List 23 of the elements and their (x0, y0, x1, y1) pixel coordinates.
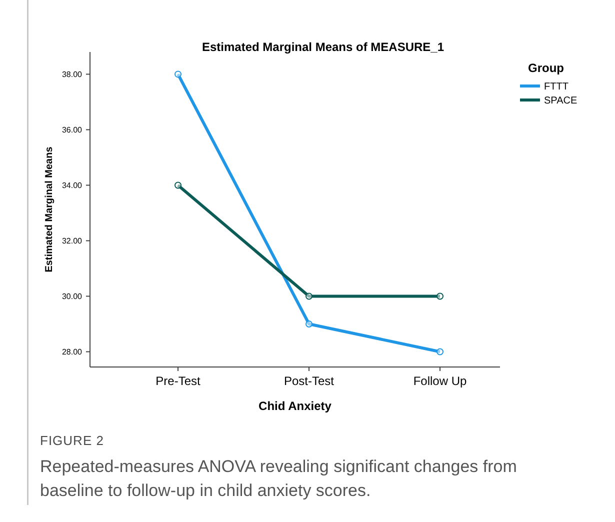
x-tick-label: Follow Up (413, 374, 467, 388)
caption: FIGURE 2 (40, 433, 104, 448)
legend-label: FTTT (544, 82, 568, 92)
legend-label: SPACE (544, 96, 578, 106)
y-tick-label: 32.00 (62, 236, 83, 246)
y-tick-label: 34.00 (62, 181, 83, 190)
x-tick-label: Post-Test (284, 374, 335, 388)
x-tick-label: Pre-Test (156, 374, 201, 388)
y-axis-title: Estimated Marginal Means (44, 146, 55, 272)
legend-title: Group (528, 61, 564, 75)
chart-title: Estimated Marginal Means of MEASURE_1 (202, 40, 444, 54)
text: Repeated-measures ANOVA revealing significant changes from baseline to follow-up in child anxiety scores. (40, 457, 517, 500)
y-tick-label: 30.00 (62, 292, 83, 302)
point (174, 182, 182, 189)
x-axis-title: Chid Anxiety (258, 399, 332, 413)
point (306, 320, 312, 328)
point (306, 292, 312, 300)
y-tick-label: 28.00 (62, 348, 83, 357)
y-tick-label: 38.00 (62, 70, 83, 80)
point (436, 348, 444, 356)
point (174, 70, 182, 78)
y-tick-label: 36.00 (62, 126, 83, 135)
point (436, 292, 444, 300)
